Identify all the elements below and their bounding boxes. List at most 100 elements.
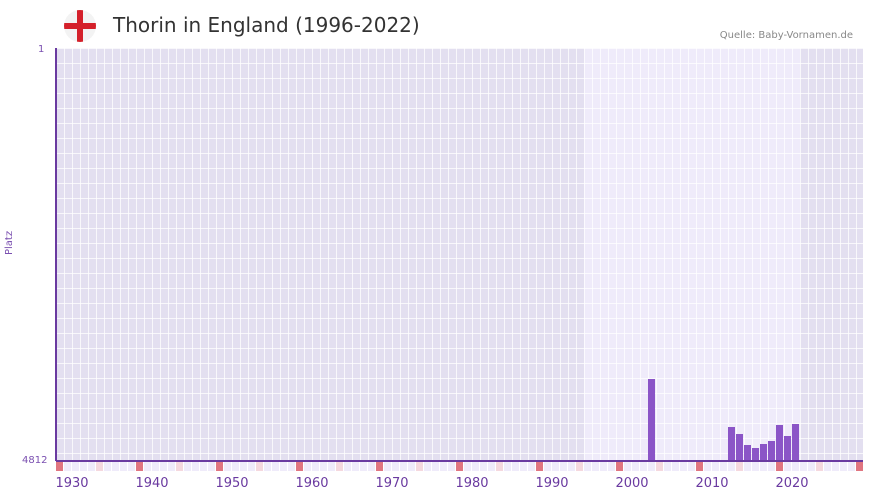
year-cell <box>56 461 63 471</box>
year-cell <box>224 461 231 471</box>
x-tick-label: 1930 <box>55 476 89 491</box>
year-cell <box>512 461 519 471</box>
year-cell <box>152 461 159 471</box>
year-cell <box>552 461 559 471</box>
year-cell <box>760 461 767 471</box>
year-cell <box>848 461 855 471</box>
year-cell <box>184 461 191 471</box>
year-cell <box>816 461 823 471</box>
year-cell <box>768 461 775 471</box>
year-cell <box>200 461 207 471</box>
year-cell <box>72 461 79 471</box>
year-cell <box>240 461 247 471</box>
year-cell <box>232 461 239 471</box>
year-cell <box>312 461 319 471</box>
year-cell <box>360 461 367 471</box>
year-cell <box>696 461 703 471</box>
x-tick-label: 1990 <box>535 476 569 491</box>
bar-2002[interactable] <box>648 379 655 460</box>
year-cell <box>432 461 439 471</box>
year-cell <box>400 461 407 471</box>
year-cell <box>464 461 471 471</box>
year-cell <box>792 461 799 471</box>
year-cell <box>144 461 151 471</box>
bar-2015[interactable] <box>752 448 759 460</box>
x-tick-label: 1960 <box>295 476 329 491</box>
x-tick-label: 2020 <box>775 476 809 491</box>
year-cell <box>656 461 663 471</box>
year-cell <box>592 461 599 471</box>
year-cell <box>640 461 647 471</box>
year-cell <box>392 461 399 471</box>
year-cell <box>64 461 71 471</box>
year-cell <box>168 461 175 471</box>
x-tick-label: 1980 <box>455 476 489 491</box>
year-cell <box>376 461 383 471</box>
x-tick-label: 1970 <box>375 476 409 491</box>
year-cell <box>624 461 631 471</box>
bar-2016[interactable] <box>760 444 767 460</box>
bar-2019[interactable] <box>784 436 791 460</box>
year-cell <box>752 461 759 471</box>
year-cell <box>616 461 623 471</box>
year-cell <box>408 461 415 471</box>
x-axis-line <box>56 460 863 462</box>
plot-area <box>56 48 863 460</box>
year-cell <box>264 461 271 471</box>
year-cell <box>600 461 607 471</box>
year-cell <box>136 461 143 471</box>
y-axis-title: Platz <box>4 230 15 255</box>
year-cell <box>680 461 687 471</box>
chart-header: Thorin in England (1996-2022) Quelle: Ba… <box>0 0 873 48</box>
year-cell <box>472 461 479 471</box>
year-cell <box>104 461 111 471</box>
england-flag-icon <box>64 10 96 42</box>
bar-2012[interactable] <box>728 427 735 460</box>
year-cell <box>832 461 839 471</box>
year-cell <box>504 461 511 471</box>
bar-2018[interactable] <box>776 425 783 460</box>
x-tick-label: 2010 <box>695 476 729 491</box>
year-cell <box>88 461 95 471</box>
year-cell <box>304 461 311 471</box>
year-cell <box>112 461 119 471</box>
year-cell <box>384 461 391 471</box>
year-cell <box>96 461 103 471</box>
year-cell <box>704 461 711 471</box>
year-cell <box>216 461 223 471</box>
y-axis-line <box>55 48 57 461</box>
year-cell <box>424 461 431 471</box>
year-cell <box>672 461 679 471</box>
year-cell <box>536 461 543 471</box>
bar-2017[interactable] <box>768 441 775 460</box>
chart-title: Thorin in England (1996-2022) <box>113 13 420 37</box>
year-cell <box>248 461 255 471</box>
year-cell <box>560 461 567 471</box>
bar-2013[interactable] <box>736 434 743 460</box>
x-tick-label: 1950 <box>215 476 249 491</box>
year-cell <box>584 461 591 471</box>
year-cell <box>176 461 183 471</box>
year-cell <box>728 461 735 471</box>
bar-2020[interactable] <box>792 424 799 460</box>
source-link[interactable]: Quelle: Baby-Vornamen.de <box>719 30 853 41</box>
year-cell <box>80 461 87 471</box>
year-cell <box>336 461 343 471</box>
year-cell <box>800 461 807 471</box>
year-cell <box>632 461 639 471</box>
y-tick-bottom: 4812 <box>22 455 48 466</box>
year-cell <box>496 461 503 471</box>
year-cell <box>808 461 815 471</box>
year-cell <box>280 461 287 471</box>
year-cell <box>568 461 575 471</box>
bar-2014[interactable] <box>744 445 751 460</box>
year-cell <box>456 461 463 471</box>
year-cell <box>608 461 615 471</box>
year-cell <box>320 461 327 471</box>
year-cell <box>488 461 495 471</box>
year-cell <box>784 461 791 471</box>
year-cell <box>648 461 655 471</box>
year-cell <box>344 461 351 471</box>
year-cell <box>856 461 863 471</box>
year-cell <box>520 461 527 471</box>
